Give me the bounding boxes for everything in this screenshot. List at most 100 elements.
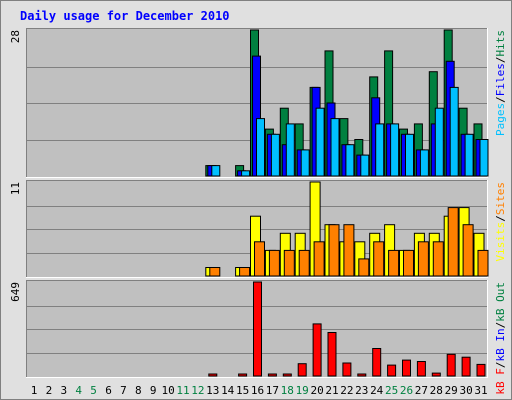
bar-kbytes-kb-f xyxy=(282,373,292,377)
bar-kbytes-kb-f xyxy=(357,373,367,377)
panel-visits: 11 Visits/Sites xyxy=(9,180,507,278)
bar-hits-pages xyxy=(464,133,474,177)
bar-hits-pages xyxy=(330,118,340,177)
bar-visits-sites xyxy=(313,241,325,277)
day-label: 30 xyxy=(459,384,472,397)
bar-hits-pages xyxy=(405,133,414,177)
day-label: 4 xyxy=(75,384,82,397)
day-label: 18 xyxy=(281,384,294,397)
bar-hits-pages xyxy=(300,149,310,177)
y-max-label: 11 xyxy=(9,182,22,195)
bar-visits-sites xyxy=(254,241,265,277)
bar-hits-pages xyxy=(256,118,265,177)
bar-visits-sites xyxy=(388,249,400,277)
bar-hits-pages xyxy=(211,165,221,177)
bar-hits-pages xyxy=(345,144,355,177)
day-label: 15 xyxy=(236,384,249,397)
day-label: 27 xyxy=(415,384,428,397)
legend-entry: / xyxy=(494,322,507,329)
x-axis-day-labels: 1 2 3 4 5 6 7 8 9 10 11 12 13 14 15 16 17 18 19 20 21 22 23 24 2… xyxy=(31,384,488,397)
legend-entry: Pages xyxy=(494,103,507,136)
day-label: 7 xyxy=(120,384,127,397)
bar-hits-pages xyxy=(285,123,295,177)
bar-kbytes-kb-f xyxy=(402,359,411,377)
bar-kbytes-kb-f xyxy=(446,353,456,377)
day-label: 29 xyxy=(445,384,458,397)
bar-visits-sites xyxy=(417,241,429,277)
bar-visits-sites xyxy=(343,224,355,277)
day-label: 23 xyxy=(355,384,368,397)
day-label: 6 xyxy=(105,384,112,397)
legend-entry: / xyxy=(494,215,507,222)
day-label: 26 xyxy=(400,384,413,397)
day-label: 21 xyxy=(325,384,338,397)
bar-hits-pages xyxy=(390,123,400,177)
legend-entry: Visits xyxy=(494,222,507,262)
day-label: 5 xyxy=(90,384,97,397)
day-label: 25 xyxy=(385,384,398,397)
legend-entry: Hits xyxy=(494,30,507,57)
bar-kbytes-kb-f xyxy=(461,356,471,377)
day-label: 20 xyxy=(310,384,323,397)
bar-visits-sites xyxy=(209,267,221,277)
bar-visits-sites xyxy=(268,249,280,277)
day-label: 31 xyxy=(474,384,487,397)
day-label: 8 xyxy=(135,384,142,397)
legend-hits: Pages/Files/Hits xyxy=(494,30,507,136)
legend-entry: kB Out xyxy=(494,282,507,322)
legend-entry: kB F xyxy=(494,368,507,395)
day-label: 1 xyxy=(31,384,38,397)
legend-visits: Visits/Sites xyxy=(494,182,507,262)
day-label: 9 xyxy=(150,384,157,397)
y-max-label: 649 xyxy=(9,282,22,302)
bar-kbytes-kb-f xyxy=(327,332,337,377)
bar-kbytes-kb-f xyxy=(297,363,307,377)
bar-hits-pages xyxy=(360,154,370,177)
bar-visits-sites xyxy=(432,241,444,277)
bar-visits-sites xyxy=(477,249,489,277)
bar-kbytes-kb-f xyxy=(372,348,382,377)
legend-entry: Sites xyxy=(494,182,507,215)
day-label: 3 xyxy=(60,384,67,397)
legend-entry: / xyxy=(494,96,507,103)
day-label: 19 xyxy=(296,384,309,397)
bar-kbytes-kb-f xyxy=(342,362,352,377)
bar-hits-pages xyxy=(315,107,325,177)
day-label: 14 xyxy=(221,384,235,397)
bar-visits-sites xyxy=(239,267,251,277)
bar-kbytes-kb-f xyxy=(238,373,248,377)
bar-visits-sites xyxy=(328,224,340,277)
bar-visits-sites xyxy=(462,224,474,277)
y-max-label: 28 xyxy=(9,30,22,43)
legend-entry: / xyxy=(494,362,507,369)
bar-kbytes-kb-f xyxy=(253,281,262,377)
legend-kbytes: kB F/kB In/kB Out xyxy=(494,282,507,395)
day-label: 13 xyxy=(206,384,219,397)
bar-kbytes-kb-f xyxy=(476,363,486,377)
bar-hits-pages xyxy=(449,86,459,177)
legend-entry: Files xyxy=(494,63,507,96)
bar-hits-pages xyxy=(270,133,280,177)
day-label: 17 xyxy=(266,384,279,397)
bar-kbytes-kb-f xyxy=(208,373,218,377)
bar-hits-pages xyxy=(419,149,429,177)
day-label: 2 xyxy=(46,384,53,397)
day-label: 11 xyxy=(176,384,189,397)
legend-entry: kB In xyxy=(494,328,507,361)
bar-kbytes-kb-f xyxy=(387,364,397,377)
bar-visits-sites xyxy=(373,241,385,277)
bar-visits-sites xyxy=(447,207,459,277)
legend-entry: / xyxy=(494,57,507,64)
bar-visits-sites xyxy=(298,249,310,277)
bar-kbytes-kb-f xyxy=(416,361,426,377)
bar-visits-sites xyxy=(358,258,370,277)
chart-title: Daily usage for December 2010 xyxy=(20,9,230,23)
bar-hits-pages xyxy=(375,123,385,177)
day-label: 16 xyxy=(251,384,264,397)
bar-kbytes-kb-f xyxy=(312,323,322,377)
day-label: 10 xyxy=(161,384,174,397)
bar-kbytes-kb-f xyxy=(431,372,441,377)
